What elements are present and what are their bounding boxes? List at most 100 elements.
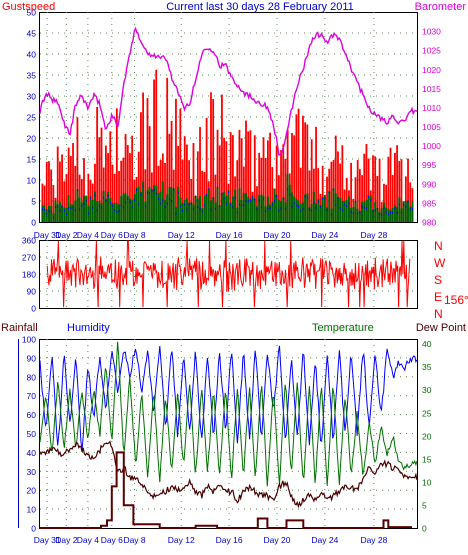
gust-bar (367, 158, 370, 222)
gust-bar (83, 158, 85, 222)
wind-speed-point (311, 209, 313, 212)
baro-axis-tick-label: 990 (422, 179, 436, 189)
avg-wind-bar (209, 200, 212, 222)
wind-speed-point (184, 203, 186, 206)
gust-bar (96, 106, 99, 222)
gust-bar (142, 92, 145, 223)
avg-wind-bar (293, 196, 296, 222)
wind-speed-point (300, 210, 302, 213)
wind-speed-point (309, 208, 311, 211)
avg-wind-bar (308, 207, 311, 222)
avg-wind-bar (104, 198, 107, 222)
avg-wind-bar (345, 200, 348, 222)
avg-wind-bar (306, 193, 309, 222)
gust-bar (131, 135, 134, 222)
gust-bar (372, 155, 374, 222)
gust-bar (277, 175, 280, 222)
gust-bar (140, 112, 142, 222)
wind-speed-point (90, 196, 92, 199)
wind-speed-point (400, 211, 402, 214)
temperature-layer (39, 341, 418, 487)
wind-speed-point (370, 199, 372, 202)
gust-bar (170, 120, 173, 222)
wind-speed-point (212, 197, 214, 200)
avg-wind-bar (372, 209, 375, 222)
gust-bar (321, 165, 324, 222)
wind-speed-point (328, 191, 330, 194)
gust-bar (302, 115, 304, 222)
avg-wind-bar (240, 199, 243, 222)
avg-wind-bar (264, 206, 267, 222)
gust-bar (354, 177, 357, 222)
wind-speed-point (177, 191, 179, 194)
wind-speed-point (65, 213, 67, 216)
avg-wind-bar (205, 194, 208, 222)
gust-bar (330, 161, 333, 222)
avg-wind-bar (376, 208, 379, 222)
gust-bar (164, 162, 166, 222)
avg-wind-bar (133, 194, 136, 222)
avg-wind-bar (157, 193, 160, 222)
avg-wind-bar (164, 200, 167, 222)
gust-bar (236, 160, 239, 222)
gust-bar (295, 114, 298, 222)
humidity-axis-tick-label: 10 (27, 505, 37, 515)
wind-speed-point (186, 208, 188, 211)
avg-wind-bar (54, 200, 57, 222)
avg-wind-bar (286, 173, 289, 222)
avg-wind-bar (341, 200, 344, 222)
gust-bar (122, 157, 125, 222)
avg-wind-bar (153, 184, 156, 222)
gust-bar (223, 137, 226, 222)
avg-wind-bar (45, 209, 48, 222)
avg-wind-bar (98, 200, 101, 222)
wind-speed-point (83, 202, 85, 205)
gust-axis-tick-label: 15 (27, 155, 37, 165)
gust-bar (76, 117, 79, 222)
wind-speed-point (313, 201, 315, 204)
wind-speed-point (361, 205, 363, 208)
gust-bar (398, 161, 401, 222)
wind-speed-point (249, 199, 251, 202)
wind-speed-point (72, 206, 74, 209)
baro-axis-tick-label: 1025 (422, 46, 441, 56)
gust-bar (179, 108, 182, 222)
wind-speed-point (230, 202, 232, 205)
avg-wind-bar (128, 198, 131, 222)
gust-bar (87, 173, 90, 222)
avg-wind-bar (93, 191, 96, 222)
wind-speed-point (276, 195, 278, 198)
avg-wind-bar (179, 197, 182, 222)
wind-speed-point (232, 206, 234, 209)
wind-speed-point (394, 207, 396, 210)
baro-axis-tick-label: 1010 (422, 103, 441, 113)
wind-speed-point (267, 207, 269, 210)
gust-bar (231, 135, 234, 222)
gust-bar (262, 137, 265, 222)
wind-speed-point (192, 207, 194, 210)
wind-speed-point (109, 201, 111, 204)
wind-speed-point (114, 209, 116, 212)
current-direction-reading: 156° (444, 293, 468, 307)
wind-speed-point (319, 206, 321, 209)
wind-speed-point (236, 211, 238, 214)
gust-bar (192, 142, 195, 222)
gust-axis-tick-label: 50 (27, 8, 37, 18)
day-tick-label: Day 2 (55, 535, 77, 545)
gust-bar (385, 184, 388, 222)
wind-speed-point (206, 193, 208, 196)
avg-wind-bar (409, 206, 412, 222)
wind-speed-point (387, 213, 389, 216)
wind-speed-point (50, 211, 52, 214)
axis-labels: 0510152025303540455098098599099510001005… (18, 8, 441, 545)
avg-wind-bar (63, 207, 66, 222)
wind-speed-point (105, 199, 107, 202)
barometer-label: Barometer (415, 1, 467, 13)
gust-bar (210, 92, 212, 223)
rainfall-layer (40, 451, 412, 529)
gust-bar (221, 94, 223, 222)
avg-wind-bar (223, 191, 226, 222)
wind-speed-point (245, 200, 247, 203)
dew-point-line (39, 440, 418, 509)
avg-wind-bar (367, 195, 370, 222)
